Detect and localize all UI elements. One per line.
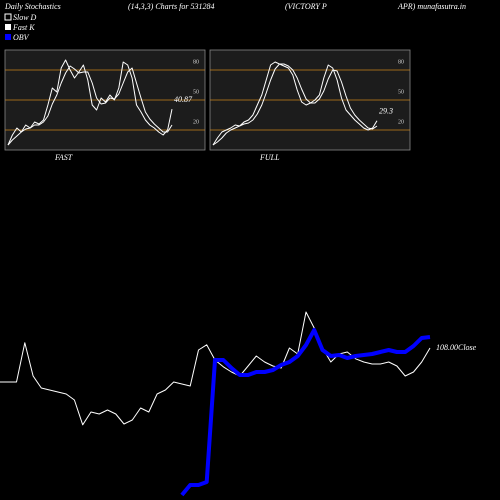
legend-entry: Slow D [13,13,37,22]
value-label: 40.87 [174,95,193,104]
title: Daily Stochastics [4,2,61,11]
series-line [7,65,173,146]
y-tick-label: 20 [193,119,199,125]
panel-title: FULL [259,153,280,162]
series-line [7,59,173,146]
y-tick-label: 50 [193,89,199,95]
y-tick-label: 80 [398,59,404,65]
series-line [180,328,431,497]
value-label: 29.3 [379,107,393,116]
y-tick-label: 20 [398,119,404,125]
y-tick-label: 50 [398,89,404,95]
panel-title: FAST [54,153,73,162]
y-tick-label: 80 [193,59,199,65]
stock-name: APR) munafasutra.in [397,2,466,11]
legend-swatch [4,13,12,21]
legend-entry: Fast K [12,23,35,32]
params: (14,3,3) Charts for 531284 [128,2,214,11]
series-line [212,61,378,146]
legend-swatch [5,34,11,40]
legend-entry: OBV [13,33,30,42]
legend-swatch [5,24,11,30]
stock-name: (VICTORY P [285,2,327,11]
close-label: 108.00Close [436,343,477,352]
